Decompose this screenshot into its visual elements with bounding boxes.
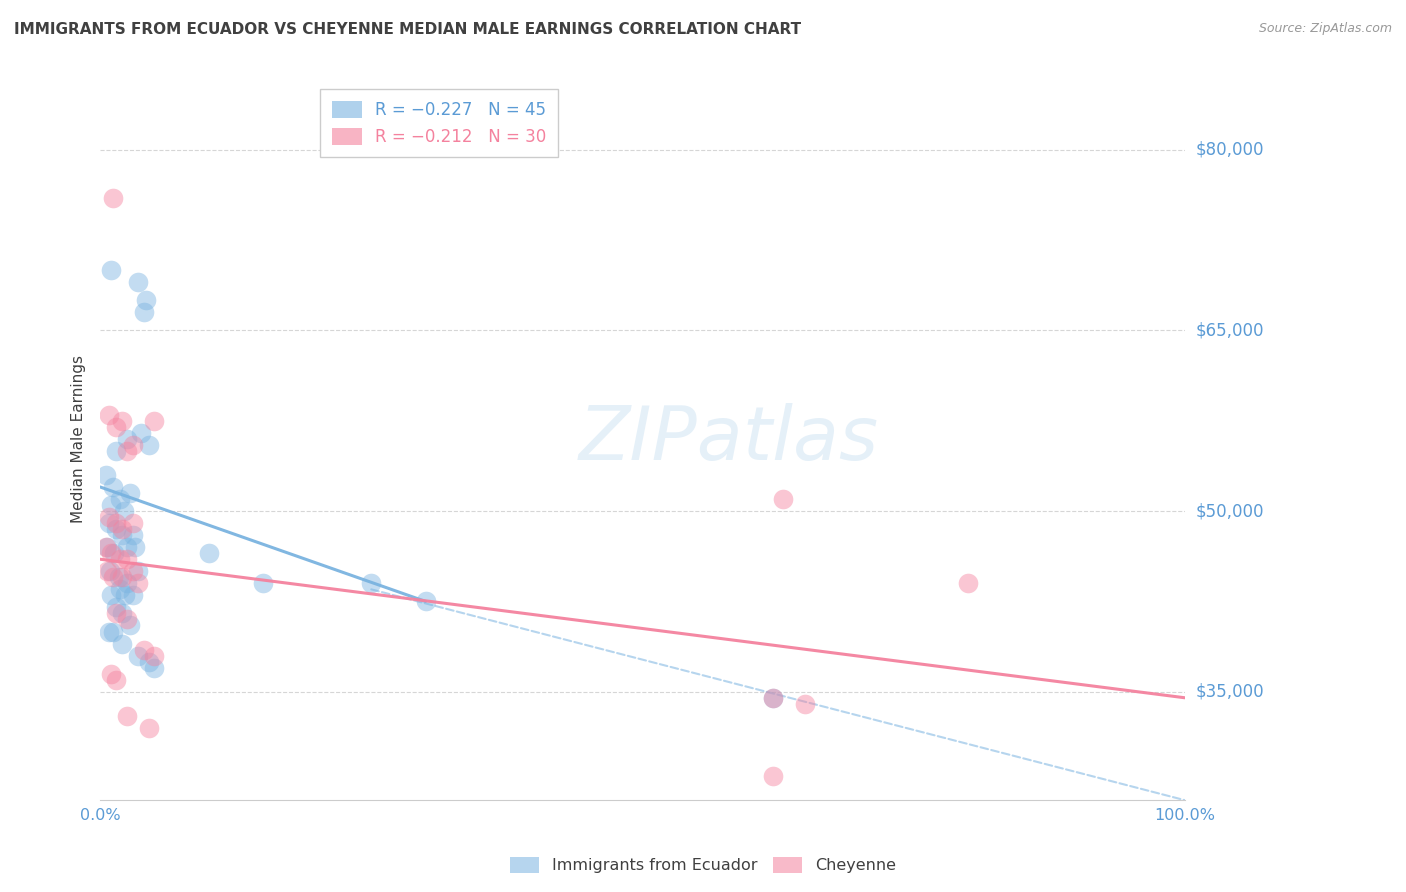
Point xyxy=(131,425,153,440)
Point xyxy=(138,438,160,452)
Point xyxy=(132,642,155,657)
Point xyxy=(96,564,118,578)
Point xyxy=(127,564,149,578)
Text: ZIPatlas: ZIPatlas xyxy=(579,403,879,475)
Point xyxy=(100,263,122,277)
Point xyxy=(97,510,120,524)
Point xyxy=(761,690,783,705)
Text: $65,000: $65,000 xyxy=(1197,321,1264,339)
Point xyxy=(135,293,157,308)
Point xyxy=(105,600,128,615)
Point xyxy=(103,546,125,560)
Point xyxy=(101,480,124,494)
Point xyxy=(108,491,131,506)
Point xyxy=(124,540,146,554)
Point xyxy=(761,690,783,705)
Text: $80,000: $80,000 xyxy=(1197,141,1264,159)
Point xyxy=(101,570,124,584)
Point xyxy=(121,528,143,542)
Point xyxy=(100,588,122,602)
Legend: R = −0.227   N = 45, R = −0.212   N = 30: R = −0.227 N = 45, R = −0.212 N = 30 xyxy=(321,89,558,157)
Point xyxy=(100,666,122,681)
Point xyxy=(772,491,794,506)
Point xyxy=(111,522,134,536)
Point xyxy=(112,504,135,518)
Point xyxy=(101,191,124,205)
Point xyxy=(105,419,128,434)
Point xyxy=(100,498,122,512)
Point xyxy=(101,624,124,639)
Point xyxy=(956,576,979,591)
Point xyxy=(105,673,128,687)
Point xyxy=(100,546,122,560)
Point xyxy=(121,516,143,530)
Point xyxy=(143,660,166,674)
Point xyxy=(132,305,155,319)
Point xyxy=(127,648,149,663)
Point xyxy=(105,443,128,458)
Point xyxy=(121,588,143,602)
Point xyxy=(117,443,139,458)
Point xyxy=(117,540,139,554)
Point xyxy=(117,432,139,446)
Point xyxy=(98,564,121,578)
Point xyxy=(97,624,120,639)
Y-axis label: Median Male Earnings: Median Male Earnings xyxy=(72,355,86,523)
Point xyxy=(105,607,128,621)
Point xyxy=(127,275,149,289)
Point xyxy=(127,576,149,591)
Text: IMMIGRANTS FROM ECUADOR VS CHEYENNE MEDIAN MALE EARNINGS CORRELATION CHART: IMMIGRANTS FROM ECUADOR VS CHEYENNE MEDI… xyxy=(14,22,801,37)
Point xyxy=(761,769,783,783)
Point xyxy=(111,528,134,542)
Point xyxy=(105,516,128,530)
Point xyxy=(108,582,131,597)
Text: $35,000: $35,000 xyxy=(1197,682,1264,701)
Point xyxy=(111,414,134,428)
Point xyxy=(111,570,134,584)
Point xyxy=(97,408,120,422)
Point xyxy=(107,570,129,584)
Point xyxy=(111,607,134,621)
Point xyxy=(114,588,136,602)
Point xyxy=(94,540,117,554)
Text: Source: ZipAtlas.com: Source: ZipAtlas.com xyxy=(1258,22,1392,36)
Point xyxy=(794,697,817,711)
Point xyxy=(105,522,128,536)
Point xyxy=(97,516,120,530)
Point xyxy=(94,467,117,482)
Point xyxy=(120,618,142,632)
Point xyxy=(143,648,166,663)
Point xyxy=(108,552,131,566)
Point xyxy=(121,564,143,578)
Point xyxy=(96,540,118,554)
Point xyxy=(117,709,139,723)
Point xyxy=(252,576,274,591)
Point xyxy=(117,552,139,566)
Legend: Immigrants from Ecuador, Cheyenne: Immigrants from Ecuador, Cheyenne xyxy=(503,850,903,880)
Point xyxy=(117,576,139,591)
Point xyxy=(111,636,134,650)
Text: $50,000: $50,000 xyxy=(1197,502,1264,520)
Point xyxy=(138,655,160,669)
Point xyxy=(360,576,382,591)
Point xyxy=(415,594,437,608)
Point xyxy=(121,438,143,452)
Point xyxy=(117,612,139,626)
Point xyxy=(197,546,219,560)
Point xyxy=(143,414,166,428)
Point xyxy=(120,486,142,500)
Point xyxy=(138,721,160,735)
